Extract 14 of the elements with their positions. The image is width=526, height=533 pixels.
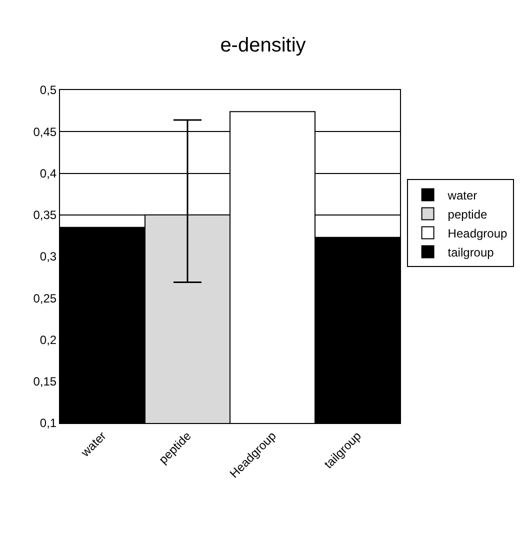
y-tick-label: 0,3 — [40, 250, 57, 264]
y-tick-label: 0,15 — [33, 374, 57, 389]
y-tick-label: 0,1 — [40, 416, 57, 430]
y-tick-label: 0,5 — [40, 83, 57, 98]
y-tick-label: 0,45 — [33, 124, 57, 139]
y-tick-label: 0,25 — [33, 291, 57, 306]
legend-label: peptide — [448, 207, 488, 222]
y-tick-label: 0,4 — [40, 166, 57, 180]
chart-title: e-densitiy — [220, 34, 306, 56]
legend-label: water — [446, 188, 478, 202]
y-tick-label: 0,2 — [40, 332, 57, 347]
legend-label: tailgroup — [448, 245, 494, 260]
y-tick-label: 0,35 — [33, 208, 57, 222]
legend-label: Headgroup — [448, 226, 508, 240]
